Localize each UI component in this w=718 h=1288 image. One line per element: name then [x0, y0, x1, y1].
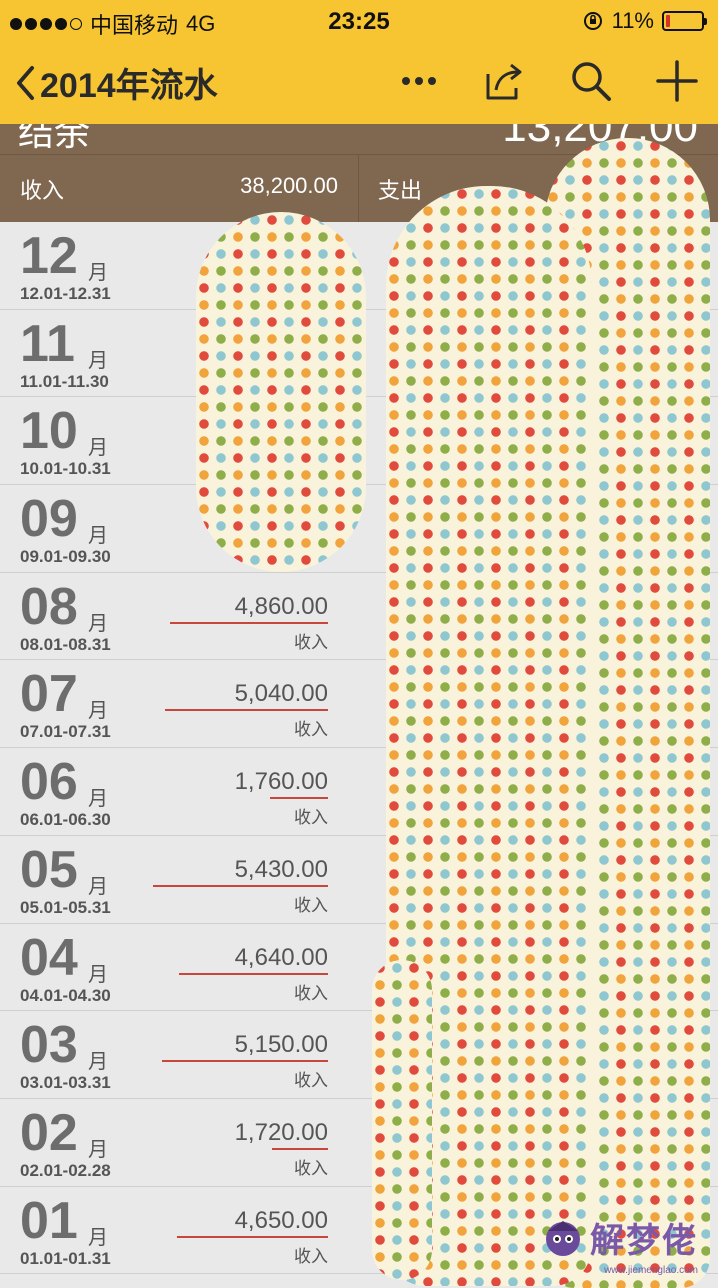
- month-date-range: 09.01-09.30: [20, 547, 111, 567]
- share-icon[interactable]: [482, 58, 528, 104]
- signal-dots: [10, 18, 82, 30]
- header-vertical-divider: [358, 155, 359, 222]
- dotted-pattern-overlay: [386, 186, 592, 1286]
- income-label: 收入: [294, 1246, 328, 1266]
- status-left: 中国移动 4G: [10, 8, 215, 40]
- month-unit: 月: [88, 262, 108, 284]
- dotted-pattern-overlay: [196, 212, 366, 572]
- month-unit: 月: [88, 437, 108, 460]
- watermark-logo-icon: [546, 1220, 580, 1256]
- month-number: 02: [20, 1103, 78, 1162]
- income-amount: 4,640.00: [234, 943, 328, 971]
- month-number: 01: [20, 1191, 78, 1250]
- income-amount: 1,720.00: [234, 1118, 328, 1146]
- income-bar: [165, 709, 328, 712]
- income-amount: 4,650.00: [234, 1206, 328, 1234]
- signal-dot-2: [25, 18, 37, 30]
- month-unit: 月: [88, 875, 108, 898]
- watermark-url: www.jiemenglao.com: [604, 1265, 698, 1276]
- month-number: 03: [20, 1016, 78, 1075]
- month-unit: 月: [88, 525, 108, 548]
- income-bar: [270, 797, 328, 800]
- chevron-left-icon: [17, 65, 34, 100]
- month-date-range: 10.01-10.31: [20, 459, 111, 479]
- month-date-range: 05.01-05.31: [20, 897, 111, 917]
- month-date-range: 08.01-08.31: [20, 634, 111, 654]
- income-label: 收入: [294, 983, 328, 1003]
- month-unit: 月: [88, 963, 108, 986]
- nav-bar: 2014年流水: [0, 40, 718, 124]
- signal-dot-5: [70, 18, 82, 30]
- income-label: 收入: [20, 178, 65, 203]
- income-label: 收入: [294, 720, 328, 740]
- rotation-lock-icon: [583, 12, 602, 30]
- month-unit: 月: [88, 700, 108, 723]
- month-unit: 月: [88, 349, 108, 372]
- month-date-range: 02.01-02.28: [20, 1160, 111, 1180]
- battery-icon: [662, 11, 707, 31]
- status-right: 11%: [582, 8, 707, 34]
- income-amount: 5,040.00: [234, 680, 328, 708]
- balance-label: 结余: [18, 124, 91, 153]
- income-amount: 1,760.00: [234, 768, 328, 796]
- income-amount: 5,150.00: [234, 1031, 328, 1059]
- month-date-range: 07.01-07.31: [20, 722, 111, 742]
- network-label: 4G: [186, 11, 216, 36]
- month-unit: 月: [88, 1226, 108, 1249]
- month-number: 05: [20, 840, 78, 899]
- income-amount: 4,860.00: [234, 592, 328, 620]
- month-number: 12: [20, 227, 78, 285]
- income-bar: [153, 884, 328, 887]
- month-date-range: 04.01-04.30: [20, 985, 111, 1005]
- watermark: 解梦佬 www.jiemenglao.com: [542, 1213, 698, 1276]
- income-label: 收入: [294, 632, 328, 652]
- income-label: 收入: [294, 1071, 328, 1091]
- month-unit: 月: [88, 788, 108, 811]
- expense-label: 支出: [378, 178, 423, 203]
- signal-dot-1: [10, 18, 22, 30]
- month-unit: 月: [88, 612, 108, 635]
- watermark-text: 解梦佬: [590, 1222, 698, 1260]
- nav-actions: [396, 58, 700, 104]
- income-label: 收入: [294, 895, 328, 915]
- income-value: 38,200.00: [240, 173, 338, 198]
- income-bar: [170, 621, 328, 624]
- income-expense-row: 收入 38,200.00 支出: [0, 155, 718, 222]
- carrier-label: 中国移动: [90, 13, 179, 38]
- month-number: 07: [20, 665, 78, 724]
- income-bar: [162, 1060, 328, 1063]
- income-bar: [272, 1147, 328, 1150]
- battery-percent: 11%: [611, 8, 654, 33]
- summary-header: 结余 13,207.00 收入 38,200.00 支出: [0, 124, 718, 222]
- month-date-range: 01.01-01.31: [20, 1248, 111, 1268]
- income-bar: [177, 1235, 328, 1238]
- month-unit: 月: [88, 1051, 108, 1074]
- more-icon[interactable]: [396, 58, 442, 104]
- month-number: 11: [20, 314, 75, 373]
- dotted-pattern-overlay: [372, 960, 432, 1280]
- month-number: 04: [20, 928, 78, 987]
- month-date-range: 06.01-06.30: [20, 810, 111, 830]
- add-icon[interactable]: [654, 58, 700, 104]
- nav-title: 2014年流水: [40, 67, 218, 105]
- income-amount: 5,430.00: [234, 855, 328, 883]
- status-time: 23:25: [328, 8, 390, 35]
- month-date-range: 03.01-03.31: [20, 1073, 111, 1093]
- month-unit: 月: [88, 1138, 108, 1161]
- income-bar: [179, 972, 328, 975]
- month-date-range: 11.01-11.30: [20, 371, 109, 391]
- month-number: 06: [20, 753, 78, 812]
- header-divider: [0, 154, 718, 155]
- signal-dot-3: [40, 18, 52, 30]
- income-label: 收入: [294, 1158, 328, 1178]
- month-number: 10: [20, 402, 78, 461]
- signal-dot-4: [55, 18, 67, 30]
- income-label: 收入: [294, 808, 328, 828]
- month-number: 09: [20, 490, 78, 549]
- back-button[interactable]: 2014年流水: [14, 58, 218, 107]
- status-bar: 中国移动 4G 23:25 11%: [0, 0, 718, 40]
- month-number: 08: [20, 577, 78, 636]
- month-date-range: 12.01-12.31: [20, 284, 111, 303]
- search-icon[interactable]: [568, 58, 614, 104]
